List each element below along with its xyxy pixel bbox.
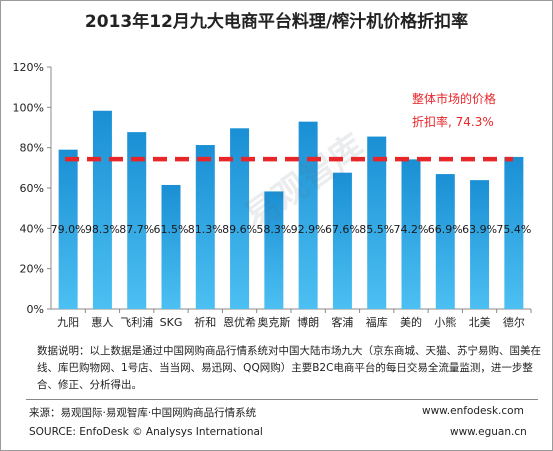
data-label: 61.5% <box>154 223 189 236</box>
data-label: 85.5% <box>359 223 394 236</box>
data-label: 66.9% <box>428 223 463 236</box>
x-tick-label: 北美 <box>469 316 491 329</box>
bar <box>264 191 284 309</box>
data-note: 数据说明：以上数据是通过中国网购商品行情系统对中国大陆市场九大（京东商城、天猫、… <box>37 345 541 391</box>
reference-label: 整体市场的价格 <box>412 91 496 106</box>
x-tick-label: 祈和 <box>194 316 216 329</box>
bar <box>127 132 147 309</box>
bar <box>401 159 421 309</box>
x-tick-label: 奥克斯 <box>257 315 290 329</box>
x-tick-label: 客浦 <box>331 315 353 329</box>
x-tick-label: 博朗 <box>297 316 319 329</box>
x-tick-label: 惠人 <box>91 315 113 329</box>
data-label: 92.9% <box>291 223 326 236</box>
data-label: 87.7% <box>119 223 154 236</box>
url-eguan: www.eguan.cn <box>450 426 527 438</box>
bar <box>298 121 318 309</box>
source-cn: 来源：易观国际·易观智库·中国网购商品行情系统 <box>29 407 257 419</box>
y-tick-label: 80% <box>20 142 44 155</box>
bar <box>367 136 387 309</box>
data-label: 81.3% <box>188 223 223 236</box>
x-tick-label: 九阳 <box>57 316 79 329</box>
bar <box>470 180 490 309</box>
x-tick-label: 福库 <box>366 315 388 329</box>
bar <box>230 128 250 309</box>
x-tick-label: SKG <box>160 316 183 329</box>
data-label: 74.2% <box>394 223 429 236</box>
y-tick-label: 60% <box>20 182 44 195</box>
data-label: 89.6% <box>222 223 257 236</box>
x-tick-label: 恩优希 <box>223 315 256 329</box>
source-en: SOURCE: EnfoDesk © Analysys Internationa… <box>29 426 263 438</box>
data-label: 67.6% <box>325 223 360 236</box>
data-label: 63.9% <box>462 223 497 236</box>
y-tick-label: 40% <box>20 222 44 235</box>
y-tick-label: 120% <box>13 61 44 74</box>
bar <box>92 110 112 310</box>
bar <box>504 156 524 309</box>
data-label: 79.0% <box>51 223 86 236</box>
bar <box>58 149 78 309</box>
chart-title: 2013年12月九大电商平台料理/榨汁机价格折扣率 <box>84 12 469 32</box>
reference-label: 折扣率, 74.3% <box>412 114 494 129</box>
data-label: 75.4% <box>496 223 531 236</box>
bar <box>161 184 181 309</box>
bar <box>435 174 455 309</box>
bar-chart: 0%20%40%60%80%100%120% 易观智库 整体市场的价格折扣率, … <box>13 61 532 329</box>
x-tick-label: 小熊 <box>434 315 456 329</box>
y-tick-label: 100% <box>13 101 44 114</box>
data-label: 58.3% <box>256 223 291 236</box>
y-tick-label: 20% <box>20 263 44 276</box>
data-label: 98.3% <box>85 223 120 236</box>
url-enfodesk: www.enfodesk.com <box>422 405 524 417</box>
x-tick-label: 德尔 <box>503 315 525 329</box>
bar <box>332 172 352 309</box>
x-tick-label: 美的 <box>400 315 422 329</box>
x-tick-label: 飞利浦 <box>120 316 153 329</box>
bar <box>195 145 215 309</box>
footer-divider <box>26 399 538 400</box>
y-tick-label: 0% <box>27 303 44 316</box>
